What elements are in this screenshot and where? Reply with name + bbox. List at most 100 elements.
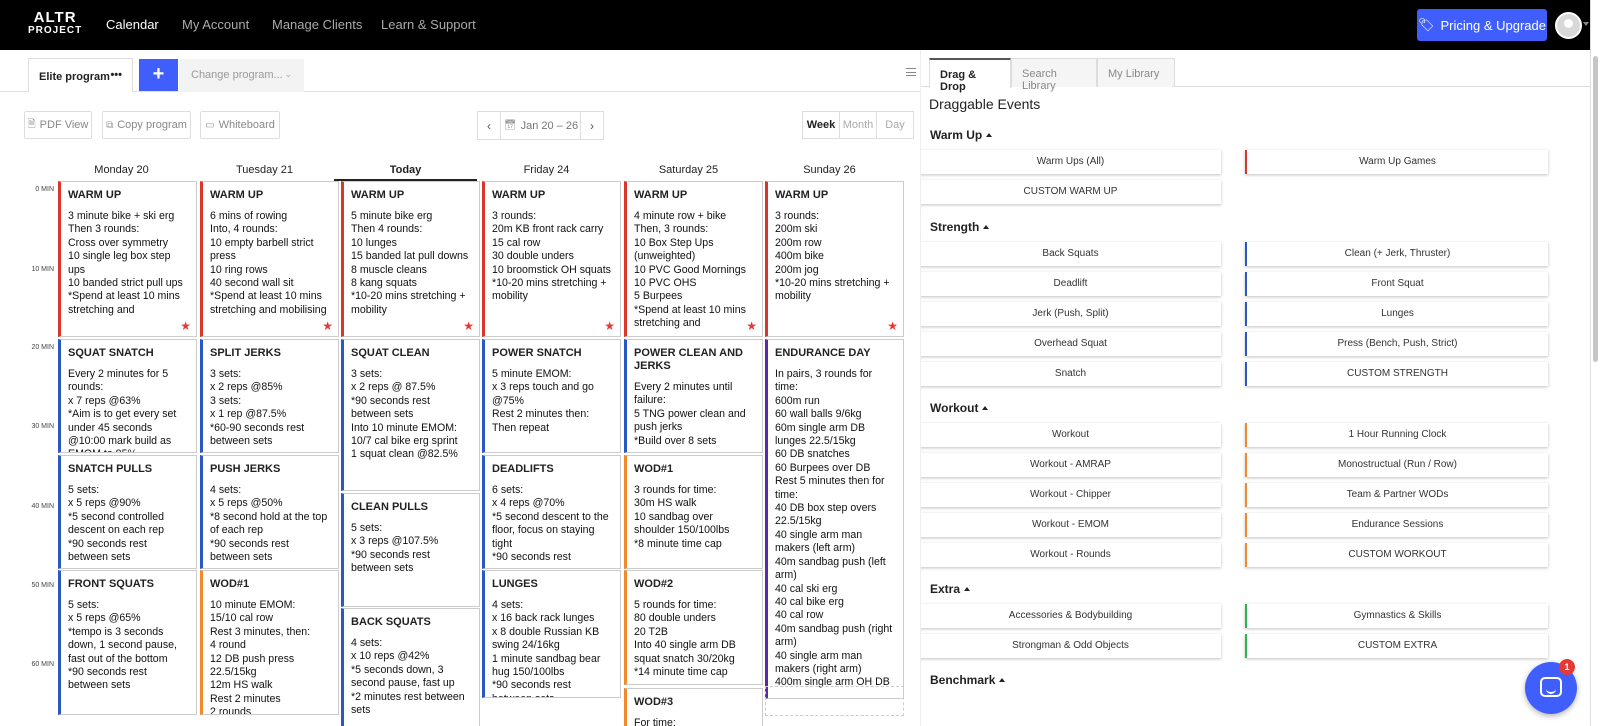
- day-header[interactable]: Saturday 25: [658, 164, 719, 176]
- workout-card-squat-snatch[interactable]: SQUAT SNATCH Every 2 minutes for 5 rounds…: [58, 339, 197, 453]
- page-scrollbar[interactable]: [1590, 0, 1600, 726]
- draggable-event-endurance-sessions[interactable]: Endurance Sessions: [1245, 513, 1548, 537]
- chevron-down-icon[interactable]: [1583, 22, 1589, 26]
- add-program-button[interactable]: +: [139, 59, 178, 91]
- day-header[interactable]: Friday 24: [523, 164, 570, 176]
- workout-card-power-clean-and-jerks[interactable]: POWER CLEAN AND JERKS Every 2 minutes unt…: [624, 339, 763, 453]
- workout-card-split-jerks[interactable]: SPLIT JERKS 3 sets: x 2 reps @85% 3 sets:…: [200, 339, 339, 453]
- workout-card-front-squats[interactable]: FRONT SQUATS 5 sets: x 5 reps @65% *tempo…: [58, 570, 197, 715]
- date-range-display[interactable]: 📅︎ Jan 20 – 26: [501, 111, 581, 140]
- draggable-event-custom-strength[interactable]: CUSTOM STRENGTH: [1245, 362, 1548, 386]
- draggable-event-snatch[interactable]: Snatch: [921, 362, 1221, 386]
- copy-program-button[interactable]: ⧉ Copy program: [102, 111, 191, 139]
- tab-drag-drop[interactable]: Drag & Drop: [929, 58, 1011, 93]
- star-icon[interactable]: ★: [180, 318, 191, 333]
- section-header-workout[interactable]: Workout: [930, 401, 989, 415]
- nav-manage-clients[interactable]: Manage Clients: [272, 17, 363, 32]
- workout-card-power-snatch[interactable]: POWER SNATCH 5 minute EMOM: x 3 reps touc…: [482, 339, 621, 453]
- star-icon[interactable]: ★: [887, 318, 898, 333]
- program-tab[interactable]: Elite program •••: [28, 58, 133, 92]
- day-column[interactable]: WARM UP 3 minute bike + ski erg Then 3 ro…: [58, 181, 199, 726]
- draggable-event-workout-chipper[interactable]: Workout - Chipper: [921, 483, 1221, 507]
- workout-card-push-jerks[interactable]: PUSH JERKS 4 sets: x 5 reps @50% *8 secon…: [200, 455, 339, 569]
- draggable-event-gymnastics-skills[interactable]: Gymnastics & Skills: [1245, 604, 1548, 628]
- tab-search-library[interactable]: Search Library: [1011, 58, 1097, 92]
- change-program-select[interactable]: Change program... ⌄: [179, 59, 304, 92]
- workout-card-deadlifts[interactable]: DEADLIFTS 6 sets: x 4 reps @70% *5 second…: [482, 455, 621, 569]
- draggable-event-workout[interactable]: Workout: [921, 423, 1221, 447]
- empty-drop-slot[interactable]: [765, 686, 904, 716]
- workout-card-lunges[interactable]: LUNGES 4 sets: x 16 back rack lunges x 8 …: [482, 570, 621, 698]
- view-month-button[interactable]: Month: [840, 112, 877, 138]
- draggable-event-press-bench-push-strict[interactable]: Press (Bench, Push, Strict): [1245, 332, 1548, 356]
- day-header[interactable]: Sunday 26: [803, 164, 856, 176]
- draggable-event-workout-amrap[interactable]: Workout - AMRAP: [921, 453, 1221, 477]
- nav-learn-support[interactable]: Learn & Support: [381, 17, 476, 32]
- star-icon[interactable]: ★: [322, 318, 333, 333]
- draggable-event-custom-workout[interactable]: CUSTOM WORKOUT: [1245, 543, 1548, 567]
- draggable-event-jerk-push-split[interactable]: Jerk (Push, Split): [921, 302, 1221, 326]
- draggable-event-clean-jerk-thruster[interactable]: Clean (+ Jerk, Thruster): [1245, 242, 1548, 266]
- day-column[interactable]: WARM UP 4 minute row + bike Then, 3 round…: [624, 181, 765, 726]
- workout-card-back-squats[interactable]: BACK SQUATS 4 sets: x 10 reps @42% *5 sec…: [341, 608, 480, 726]
- day-column[interactable]: WARM UP 3 rounds: 200m ski 200m row 400m …: [765, 181, 906, 726]
- draggable-event-deadlift[interactable]: Deadlift: [921, 272, 1221, 296]
- pricing-upgrade-button[interactable]: 🏷︎ Pricing & Upgrade: [1417, 9, 1547, 41]
- prev-week-button[interactable]: ‹: [477, 111, 501, 140]
- draggable-event-lunges[interactable]: Lunges: [1245, 302, 1548, 326]
- draggable-event-workout-emom[interactable]: Workout - EMOM: [921, 513, 1221, 537]
- workout-card-warm-up[interactable]: WARM UP 3 rounds: 200m ski 200m row 400m …: [765, 181, 904, 337]
- workout-card-wod-3[interactable]: WOD#3 For time:: [624, 688, 763, 726]
- day-column[interactable]: WARM UP 3 rounds: 20m KB front rack carry…: [482, 181, 623, 726]
- avatar[interactable]: [1555, 12, 1582, 39]
- day-column[interactable]: WARM UP 5 minute bike erg Then 4 rounds: …: [341, 181, 482, 726]
- nav-calendar[interactable]: Calendar: [106, 17, 159, 32]
- workout-card-endurance-day[interactable]: ENDURANCE DAY In pairs, 3 rounds for time…: [765, 339, 904, 699]
- draggable-event-back-squats[interactable]: Back Squats: [921, 242, 1221, 266]
- workout-card-clean-pulls[interactable]: CLEAN PULLS 5 sets: x 3 reps @107.5% *90 …: [341, 493, 480, 607]
- menu-icon[interactable]: [906, 68, 916, 76]
- workout-card-warm-up[interactable]: WARM UP 3 rounds: 20m KB front rack carry…: [482, 181, 621, 337]
- star-icon[interactable]: ★: [746, 318, 757, 333]
- draggable-event-workout-rounds[interactable]: Workout - Rounds: [921, 543, 1221, 567]
- day-header[interactable]: Tuesday 21: [235, 164, 294, 176]
- workout-card-warm-up[interactable]: WARM UP 6 mins of rowing Into, 4 rounds: …: [200, 181, 339, 337]
- day-header[interactable]: Today: [334, 164, 477, 181]
- draggable-event-front-squat[interactable]: Front Squat: [1245, 272, 1548, 296]
- whiteboard-button[interactable]: ▭ Whiteboard: [200, 111, 280, 139]
- view-day-button[interactable]: Day: [885, 119, 905, 131]
- workout-card-wod-1[interactable]: WOD#1 10 minute EMOM: 15/10 cal row Rest …: [200, 570, 339, 715]
- altr-logo[interactable]: ALTR PROJECT: [28, 9, 83, 36]
- day-header[interactable]: Monday 20: [94, 164, 149, 176]
- scrollbar-thumb[interactable]: [1593, 56, 1598, 362]
- day-column[interactable]: WARM UP 6 mins of rowing Into, 4 rounds: …: [200, 181, 341, 726]
- nav-my-account[interactable]: My Account: [182, 17, 250, 32]
- workout-card-wod-1[interactable]: WOD#1 3 rounds for time: 30m HS walk 10 s…: [624, 455, 763, 569]
- draggable-event-warm-up-games[interactable]: Warm Up Games: [1245, 150, 1548, 174]
- section-header-extra[interactable]: Extra: [930, 582, 971, 596]
- workout-card-snatch-pulls[interactable]: SNATCH PULLS 5 sets: x 5 reps @90% *5 sec…: [58, 455, 197, 569]
- draggable-event-overhead-squat[interactable]: Overhead Squat: [921, 332, 1221, 356]
- section-header-benchmark[interactable]: Benchmark: [930, 673, 1006, 687]
- draggable-event-warm-ups-all[interactable]: Warm Ups (All): [921, 150, 1221, 174]
- draggable-event-custom-warm-up[interactable]: CUSTOM WARM UP: [921, 180, 1221, 204]
- tab-my-library[interactable]: My Library: [1097, 58, 1175, 87]
- star-icon[interactable]: ★: [463, 318, 474, 333]
- section-header-strength[interactable]: Strength: [930, 220, 990, 234]
- workout-card-warm-up[interactable]: WARM UP 4 minute row + bike Then, 3 round…: [624, 181, 763, 337]
- next-week-button[interactable]: ›: [580, 111, 604, 140]
- view-week-button[interactable]: Week: [803, 112, 840, 138]
- workout-card-wod-2[interactable]: WOD#2 5 rounds for time: 80 double unders…: [624, 570, 763, 685]
- draggable-event-monostructual-run-row[interactable]: Monostructual (Run / Row): [1245, 453, 1548, 477]
- more-options-icon[interactable]: •••: [110, 69, 122, 81]
- draggable-event-accessories-bodybuilding[interactable]: Accessories & Bodybuilding: [921, 604, 1221, 628]
- draggable-event-1-hour-running-clock[interactable]: 1 Hour Running Clock: [1245, 423, 1548, 447]
- workout-card-squat-clean[interactable]: SQUAT CLEAN 3 sets: x 2 reps @ 87.5% *90 …: [341, 339, 480, 491]
- workout-card-warm-up[interactable]: WARM UP 5 minute bike erg Then 4 rounds: …: [341, 181, 480, 337]
- star-icon[interactable]: ★: [604, 318, 615, 333]
- section-header-warm-up[interactable]: Warm Up: [930, 128, 993, 142]
- draggable-event-strongman-odd-objects[interactable]: Strongman & Odd Objects: [921, 634, 1221, 658]
- pdf-view-button[interactable]: 🗎︎ PDF View: [24, 111, 92, 139]
- draggable-event-custom-extra[interactable]: CUSTOM EXTRA: [1245, 634, 1548, 658]
- workout-card-warm-up[interactable]: WARM UP 3 minute bike + ski erg Then 3 ro…: [58, 181, 197, 337]
